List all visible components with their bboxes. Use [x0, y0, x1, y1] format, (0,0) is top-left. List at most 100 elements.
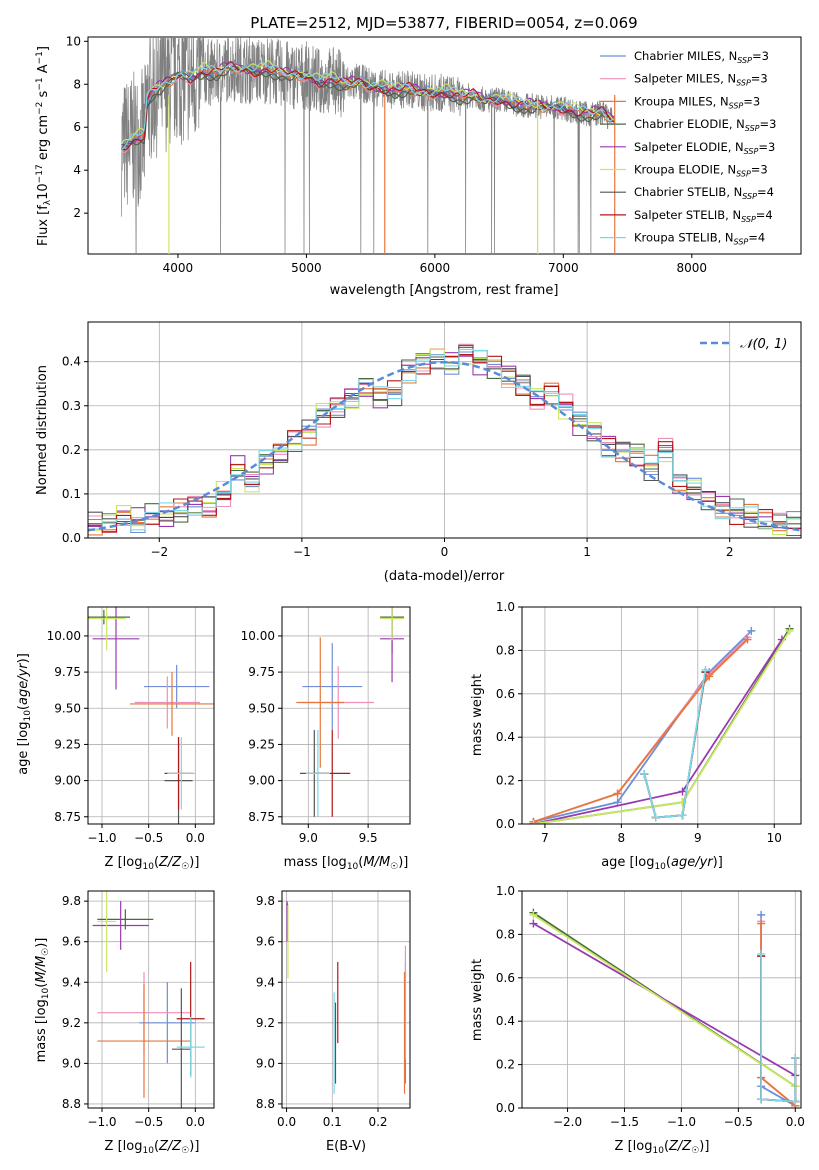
series-marker	[785, 626, 794, 635]
legend-label: Kroupa STELIB, NSSP=4	[634, 231, 765, 247]
x-tick-label: 9.0	[299, 831, 318, 845]
spectrum-legend: Chabrier MILES, NSSP=3 Salpeter MILES, NS…	[600, 49, 776, 247]
series-line	[532, 922, 796, 1077]
x-tick-label: 8000	[677, 261, 708, 275]
y-tick-label: 0.0	[496, 817, 515, 831]
x-tick-label: −0.5	[724, 1115, 753, 1129]
x-tick-label: 7	[541, 831, 549, 845]
y-tick-label: 9.6	[62, 935, 81, 949]
y-tick-label: 1.0	[496, 600, 515, 614]
series-marker	[529, 919, 538, 928]
normal-legend-label: 𝒩(0, 1)	[740, 337, 787, 352]
x-tick-label: 9	[694, 831, 702, 845]
parameter-panels: −1.0 −0.5 0.0 8.75 9.00 9.25 9.50 9.75 10.00 9.0 9…	[47, 600, 805, 1129]
legend-label: Kroupa ELODIE, NSSP=3	[634, 163, 768, 179]
series-line	[533, 639, 783, 824]
spectrum-ticks: 4000 5000 6000 7000 8000 2 4 6 8 10	[66, 34, 707, 275]
y-tick-label: 10	[66, 34, 81, 48]
y-tick-label: 8.8	[256, 1097, 275, 1111]
series-marker	[791, 1097, 800, 1106]
x-tick-label: −1.5	[610, 1115, 639, 1129]
y-tick-label: 6	[73, 120, 81, 134]
series-line	[532, 914, 796, 1088]
spectrum-xlabel: wavelength [Angstrom, rest frame]	[330, 283, 559, 298]
legend-label: Chabrier STELIB, NSSP=4	[634, 185, 774, 201]
x-tick-label: 0.1	[323, 1115, 342, 1129]
age-z-xlabel: Z [log10(Z/Z☉)]	[105, 855, 200, 872]
legend-label: Chabrier MILES, NSSP=3	[634, 49, 769, 65]
x-tick-label: 0.0	[186, 1115, 205, 1129]
y-tick-label: 8.8	[62, 1097, 81, 1111]
y-tick-label: 8	[73, 77, 81, 91]
y-tick-label: 9.50	[54, 701, 81, 715]
mass-vs-z-panel: −1.0 −0.5 0.0 8.8 9.0 9.2 9.4 9.6 9.8	[62, 890, 215, 1129]
y-tick-label: 2	[73, 206, 81, 220]
y-tick-label: 9.4	[62, 975, 81, 989]
x-tick-label: −1.0	[87, 831, 116, 845]
model-spectrum	[120, 62, 616, 150]
x-tick-label: 0.0	[277, 1115, 296, 1129]
y-tick-label: 1.0	[496, 884, 515, 898]
spectrum-ylabel: Flux [fλ10−17 erg cm−2 s−1 A−1]	[35, 46, 53, 246]
x-tick-label: 5000	[291, 261, 322, 275]
residual-histogram	[88, 346, 801, 528]
y-tick-label: 10.00	[47, 629, 81, 643]
residual-panel: −2 −1 0 1 2 0.0 0.1 0.2 0.3 0.4 𝒩(0, 1) (data-mod…	[35, 321, 802, 584]
x-tick-label: −2	[150, 545, 168, 559]
panel-content	[529, 908, 800, 1108]
series-line	[533, 630, 791, 824]
age-vs-mass-panel: 9.0 9.5 8.75 9.00 9.25 9.50 9.75 10.00	[241, 606, 411, 845]
weight-z-xlabel: Z [log10(Z/Z☉)]	[615, 1139, 710, 1156]
mass-ebv-xlabel: E(B-V)	[326, 1139, 366, 1154]
series-line	[643, 669, 707, 819]
series-marker	[747, 626, 756, 635]
y-tick-label: 9.50	[248, 701, 275, 715]
observed-spectrum	[121, 37, 613, 254]
series-line	[760, 914, 796, 1107]
spectrum-panel: 4000 5000 6000 7000 8000 2 4 6 8 10 Chabrier MILE…	[35, 34, 802, 298]
y-tick-label: 8.75	[54, 810, 81, 824]
spectrum-lines	[120, 37, 616, 254]
y-tick-label: 9.25	[248, 737, 275, 751]
spectrum-clipped	[120, 37, 616, 254]
y-tick-label: 0.6	[496, 687, 515, 701]
series-marker	[705, 672, 714, 681]
y-tick-label: 9.2	[256, 1016, 275, 1030]
x-tick-label: −0.5	[134, 1115, 163, 1129]
x-tick-label: −2.0	[553, 1115, 582, 1129]
x-tick-label: 2	[726, 545, 734, 559]
panel-content	[529, 624, 794, 824]
model-spectrum	[120, 60, 616, 144]
x-tick-label: 8	[618, 831, 626, 845]
panel-frame	[87, 606, 215, 825]
y-tick-label: 0.8	[496, 643, 515, 657]
y-tick-label: 9.75	[54, 665, 81, 679]
panel-content	[92, 891, 205, 1108]
y-tick-label: 0.2	[496, 774, 515, 788]
series-marker	[701, 665, 710, 674]
y-tick-label: 9.00	[54, 774, 81, 788]
legend-label: Chabrier ELODIE, NSSP=3	[634, 117, 776, 133]
x-tick-label: 0.0	[786, 1115, 805, 1129]
age-mass-xlabel: mass [log10(M/M☉)]	[284, 855, 409, 872]
series-marker	[743, 635, 752, 644]
series-marker	[529, 820, 538, 824]
y-tick-label: 0.4	[496, 730, 515, 744]
series-line	[533, 638, 749, 823]
series-marker	[640, 770, 649, 779]
mass-z-xlabel: Z [log10(Z/Z☉)]	[105, 1139, 200, 1156]
series-marker	[529, 910, 538, 919]
weight-vs-z-panel: −2.0 −1.5 −1.0 −0.5 0.0 0.0 0.2 0.4 0.6 0.8 1.0	[496, 884, 805, 1129]
x-tick-label: −1.0	[87, 1115, 116, 1129]
series-line	[760, 923, 796, 1107]
figure-title: PLATE=2512, MJD=53877, FIBERID=0054, z=0…	[250, 14, 637, 32]
x-tick-label: −1	[293, 545, 311, 559]
series-line	[760, 921, 796, 1107]
y-tick-label: 9.4	[256, 975, 275, 989]
y-tick-label: 9.8	[62, 894, 81, 908]
y-tick-label: 9.0	[62, 1056, 81, 1070]
y-tick-label: 0.1	[62, 487, 81, 501]
legend-label: Salpeter STELIB, NSSP=4	[634, 208, 773, 224]
series-line	[760, 953, 797, 1103]
